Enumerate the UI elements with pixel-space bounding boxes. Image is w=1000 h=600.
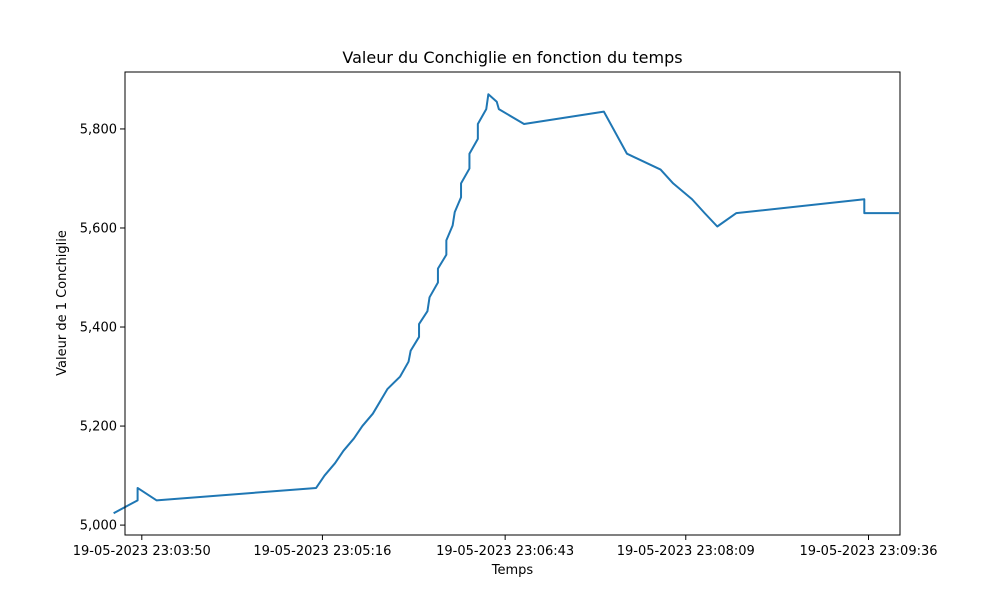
x-axis: 19-05-2023 23:03:50 19-05-2023 23:05:16 19… [73, 535, 938, 559]
y-tick-label: 5,400 [80, 321, 117, 336]
y-axis: 5,000 5,200 5,400 5,600 5,800 [80, 122, 125, 534]
y-tick-label: 5,600 [80, 221, 117, 236]
x-tick-label: 19-05-2023 23:08:09 [617, 544, 755, 559]
y-axis-label: Valeur de 1 Conchiglie [55, 230, 70, 376]
x-tick-label: 19-05-2023 23:05:16 [253, 544, 391, 559]
series-line [113, 93, 899, 515]
x-tick-label: 19-05-2023 23:06:43 [436, 544, 574, 559]
x-tick-label: 19-05-2023 23:03:50 [73, 544, 211, 559]
chart-title: Valeur du Conchiglie en fonction du temp… [342, 48, 682, 67]
plot-area [113, 93, 899, 515]
x-axis-label: Temps [491, 563, 534, 578]
axes-frame [124, 71, 901, 536]
y-tick-label: 5,200 [80, 420, 117, 435]
y-tick-label: 5,000 [80, 519, 117, 534]
y-tick-label: 5,800 [80, 122, 117, 137]
x-tick-label: 19-05-2023 23:09:36 [799, 544, 937, 559]
